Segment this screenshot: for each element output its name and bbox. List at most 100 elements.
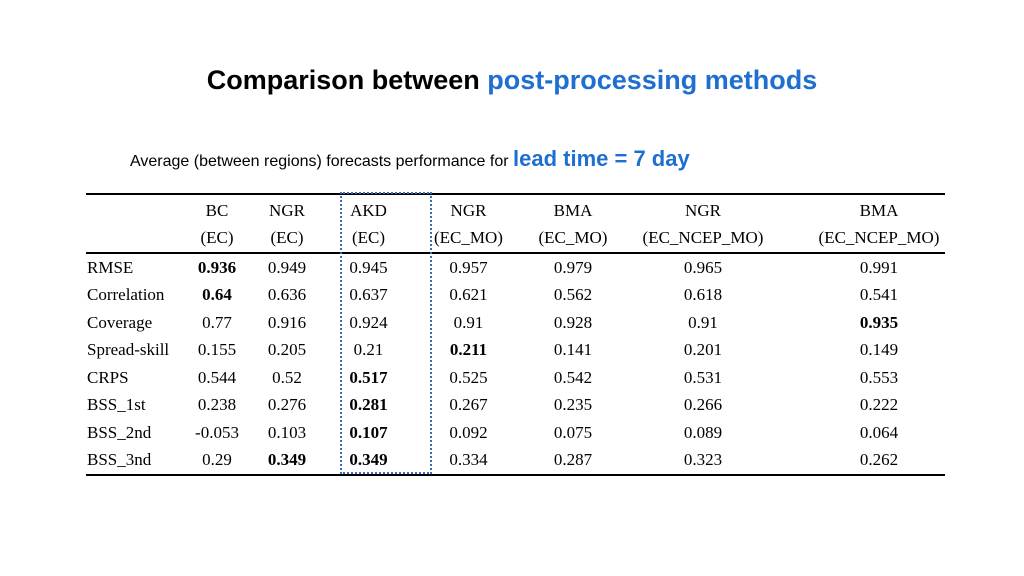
table-cell: 0.618 xyxy=(683,285,723,305)
table-cell: 0.205 xyxy=(267,340,307,360)
table-cell: 0.323 xyxy=(624,446,782,476)
table-cell: 0.64 xyxy=(182,282,252,310)
table-cell: 0.517 xyxy=(322,364,415,392)
table-cell: 0.979 xyxy=(553,257,593,277)
table-cell: 0.91 xyxy=(453,312,484,332)
table-cell: 0.541 xyxy=(859,285,899,305)
title-highlight: post-processing methods xyxy=(487,65,818,95)
table-cell: 0.092 xyxy=(449,422,488,442)
header-cell: (EC_NCEP_MO) xyxy=(782,224,945,254)
table-caption: Average (between regions) forecasts perf… xyxy=(130,144,690,177)
table-cell: 0.21 xyxy=(353,340,384,360)
table-cell: 0.77 xyxy=(202,312,232,332)
table-cell: 0.562 xyxy=(553,285,593,305)
table-cell: -0.053 xyxy=(195,422,239,442)
table-row: Spread-skill 0.155 0.205 0.21 0.211 0.141 0.20… xyxy=(86,337,945,365)
header-row-model: (EC) (EC) (EC) (EC_MO) (EC_MO) (EC_NCEP_… xyxy=(86,224,945,254)
row-label: Spread-skill xyxy=(87,340,170,360)
table-cell: 0.064 xyxy=(859,422,899,442)
header-cell: (EC_MO) xyxy=(522,224,624,254)
row-label: BSS_3nd xyxy=(86,446,182,476)
table-cell: 0.936 xyxy=(182,253,252,282)
table-cell: 0.235 xyxy=(553,395,593,415)
header-cell xyxy=(86,193,182,225)
table-cell: 0.334 xyxy=(415,446,522,476)
table-cell: 0.916 xyxy=(267,312,307,332)
row-label: Coverage xyxy=(87,312,153,332)
table-row: RMSE 0.936 0.949 0.945 0.957 0.979 0.965 0.991 xyxy=(86,253,945,282)
row-label: BSS_2nd xyxy=(87,422,152,442)
table-cell: 0.91 xyxy=(688,312,718,332)
best-value: 0.281 xyxy=(349,395,388,415)
header-cell: (EC) xyxy=(322,224,415,254)
table-cell: 0.945 xyxy=(349,257,388,277)
best-value: 0.349 xyxy=(349,450,388,470)
header-cell: (EC_NCEP_MO) xyxy=(624,224,782,254)
table-cell: 0.949 xyxy=(267,257,307,277)
table-row: Correlation 0.64 0.636 0.637 0.621 0.562 0.618… xyxy=(86,282,945,310)
caption-highlight: lead time = 7 day xyxy=(513,146,690,171)
table-cell: 0.262 xyxy=(782,446,945,476)
table-cell: 0.991 xyxy=(859,257,899,277)
header-cell: BC xyxy=(182,193,252,225)
table-cell: 0.149 xyxy=(859,340,899,360)
row-label: CRPS xyxy=(87,367,129,387)
table-cell: 0.52 xyxy=(272,367,302,387)
table-cell: 0.531 xyxy=(683,367,723,387)
table-cell: 0.267 xyxy=(449,395,488,415)
table-cell: 0.553 xyxy=(859,367,899,387)
table-row: Coverage 0.77 0.916 0.924 0.91 0.928 0.91 0.935 xyxy=(86,309,945,337)
table-cell: 0.349 xyxy=(322,446,415,476)
table-cell: 0.155 xyxy=(197,340,237,360)
table-cell: 0.089 xyxy=(683,422,723,442)
table-cell: 0.287 xyxy=(522,446,624,476)
table-row: BSS_3nd 0.29 0.349 0.349 0.334 0.287 0.323 0.26… xyxy=(86,446,945,476)
table-cell: 0.544 xyxy=(197,367,237,387)
best-value: 0.211 xyxy=(449,340,488,360)
header-cell: (EC_MO) xyxy=(415,224,522,254)
row-label: Correlation xyxy=(87,285,165,305)
table-cell: 0.924 xyxy=(349,312,388,332)
table-cell: 0.201 xyxy=(683,340,723,360)
table-cell: 0.542 xyxy=(553,367,593,387)
best-value: 0.64 xyxy=(202,285,232,305)
table-cell: 0.637 xyxy=(349,285,388,305)
caption-prefix: Average (between regions) forecasts perf… xyxy=(130,153,514,170)
results-table: BC NGR AKD NGR BMA NGR BMA (EC) (EC) (EC… xyxy=(86,193,945,476)
title-prefix: Comparison between xyxy=(206,65,488,95)
results-table-container: BC NGR AKD NGR BMA NGR BMA (EC) (EC) (EC… xyxy=(86,193,945,478)
table-cell: 0.103 xyxy=(267,422,307,442)
table-cell: 0.075 xyxy=(553,422,593,442)
table-cell: 0.965 xyxy=(683,257,723,277)
best-value: 0.935 xyxy=(859,312,899,332)
table-cell: 0.621 xyxy=(449,285,488,305)
best-value: 0.349 xyxy=(267,450,307,470)
header-cell: AKD xyxy=(322,193,415,225)
best-value: 0.936 xyxy=(197,257,237,277)
table-row: BSS_2nd -0.053 0.103 0.107 0.092 0.075 0.089 0.… xyxy=(86,419,945,447)
header-cell: NGR xyxy=(252,193,322,225)
header-cell: (EC) xyxy=(182,224,252,254)
row-label: RMSE xyxy=(87,257,134,277)
table-cell: 0.29 xyxy=(182,446,252,476)
results-table-body: BC NGR AKD NGR BMA NGR BMA (EC) (EC) (EC… xyxy=(86,193,945,476)
best-value: 0.107 xyxy=(349,422,388,442)
table-cell: 0.141 xyxy=(553,340,593,360)
table-cell: 0.266 xyxy=(683,395,723,415)
table-row: BSS_1st 0.238 0.276 0.281 0.267 0.235 0.266 0.2… xyxy=(86,392,945,420)
header-cell: BMA xyxy=(782,193,945,225)
table-cell: 0.211 xyxy=(415,337,522,365)
best-value: 0.517 xyxy=(349,367,388,387)
table-cell: 0.349 xyxy=(252,446,322,476)
row-label: BSS_1st xyxy=(87,395,146,415)
slide-title: Comparison between post-processing metho… xyxy=(0,62,1024,98)
table-cell: 0.957 xyxy=(449,257,488,277)
table-cell: 0.636 xyxy=(267,285,307,305)
header-cell: BMA xyxy=(522,193,624,225)
header-cell: NGR xyxy=(624,193,782,225)
header-cell: (EC) xyxy=(252,224,322,254)
table-cell: 0.107 xyxy=(322,419,415,447)
table-cell: 0.525 xyxy=(449,367,488,387)
table-cell: 0.935 xyxy=(782,309,945,337)
table-cell: 0.276 xyxy=(267,395,307,415)
